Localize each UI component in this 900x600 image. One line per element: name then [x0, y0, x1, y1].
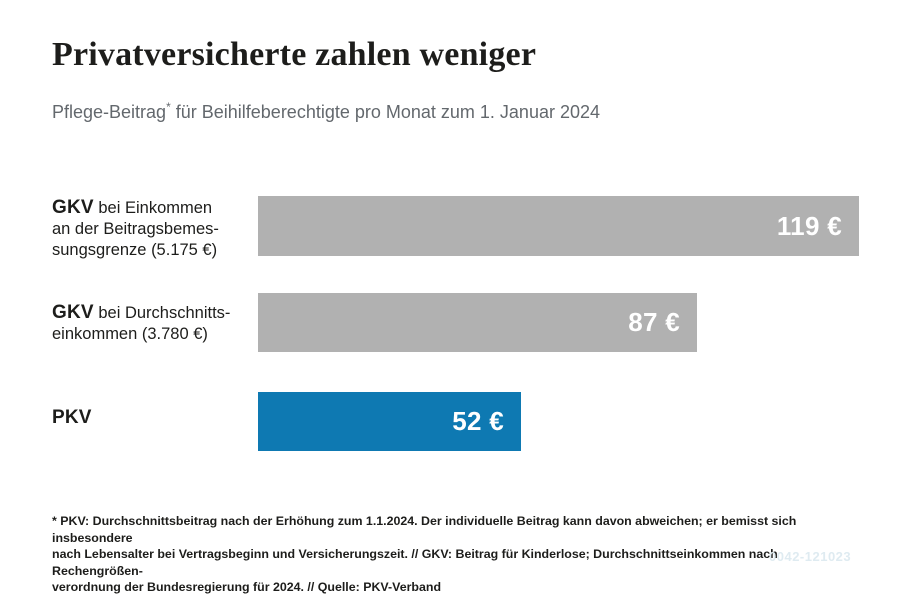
- page-title: Privatversicherte zahlen weniger: [52, 36, 537, 73]
- footnote-asterisk: *: [166, 100, 171, 114]
- bar-value-label: 52 €: [452, 406, 504, 436]
- bar-label-gkv-beitragsbemessungsgrenze: GKV bei Einkommen an der Beitragsbemes- …: [52, 197, 219, 259]
- bar-value-label: 119 €: [776, 211, 842, 241]
- bar-pkv: 52 €: [258, 392, 521, 451]
- bar-gkv-beitragsbemessungsgrenze: 119 €: [258, 196, 859, 256]
- watermark-id: 0042-121023: [769, 549, 852, 564]
- footnote: * PKV: Durchschnittsbeitrag nach der Erh…: [52, 514, 797, 594]
- subtitle-text-rest: für Beihilfeberechtigte pro Monat zum 1.…: [170, 102, 600, 122]
- subtitle-text: Pflege-Beitrag: [52, 102, 167, 122]
- bar-label-pkv: PKV: [52, 407, 92, 428]
- bar-label-gkv-durchschnittseinkommen: GKV bei Durchschnitts- einkommen (3.780 …: [52, 302, 231, 343]
- page-subtitle: Pflege-Beitrag* für Beihilfeberechtigte …: [52, 100, 600, 123]
- bar-gkv-durchschnittseinkommen: 87 €: [258, 293, 697, 352]
- bar-value-label: 87 €: [628, 307, 680, 337]
